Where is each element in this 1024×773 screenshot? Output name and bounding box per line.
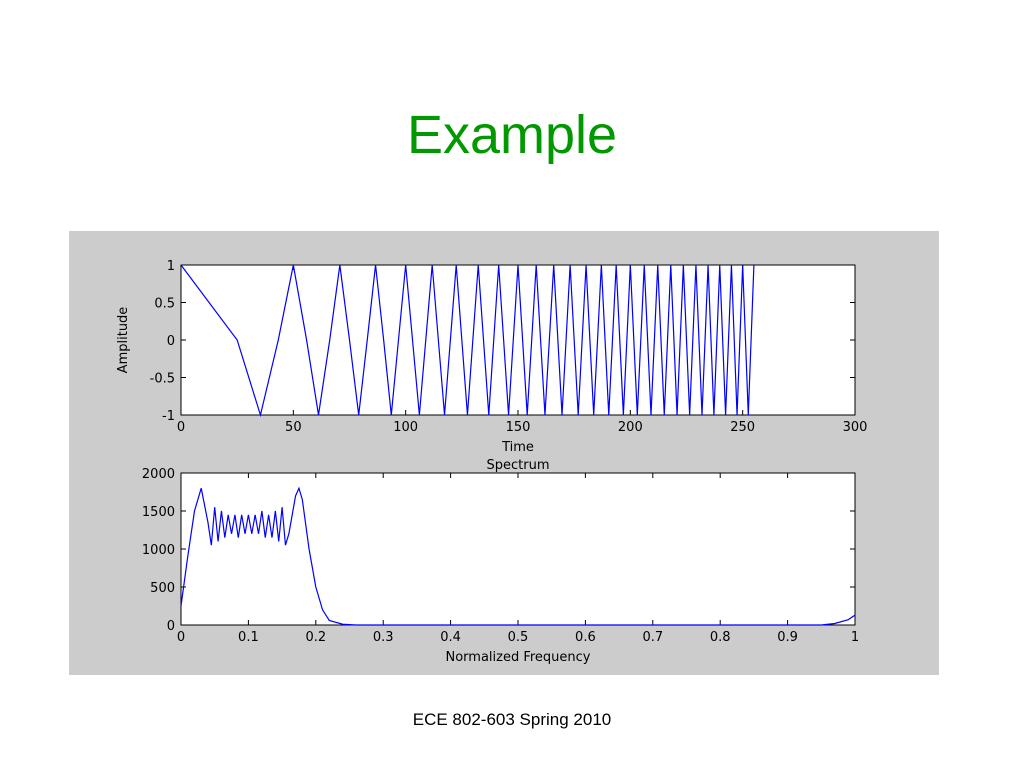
- y-tick-label: 1000: [142, 543, 175, 558]
- y-tick-label: -0.5: [150, 372, 175, 387]
- x-tick-label: 300: [843, 420, 868, 435]
- x-axis-label: Time: [501, 440, 534, 455]
- x-tick-label: 0.8: [710, 630, 731, 645]
- y-tick-label: -1: [162, 409, 175, 424]
- plot-area: [180, 472, 856, 626]
- x-tick-label: 0.6: [575, 630, 596, 645]
- x-tick-label: 150: [506, 420, 531, 435]
- y-tick-label: 500: [150, 581, 175, 596]
- x-tick-label: 1: [851, 630, 859, 645]
- x-tick-label: 0.7: [642, 630, 663, 645]
- y-tick-label: 2000: [142, 467, 175, 482]
- y-tick-label: 1: [167, 259, 175, 274]
- slide-title: Example: [407, 105, 617, 165]
- y-tick-label: 0: [167, 334, 175, 349]
- x-tick-label: 0.2: [305, 630, 326, 645]
- signal-line: [180, 264, 755, 418]
- plot-area: [180, 264, 856, 416]
- signal-line: [180, 486, 856, 626]
- x-tick-label: 0.4: [440, 630, 461, 645]
- footer: ECE 802-603 Spring 2010: [413, 710, 611, 729]
- axes-title: Spectrum: [487, 458, 550, 473]
- x-tick-label: 0: [177, 420, 185, 435]
- x-tick-label: 0: [177, 630, 185, 645]
- y-tick-label: 0: [167, 619, 175, 634]
- x-tick-label: 0.3: [373, 630, 394, 645]
- x-tick-label: 250: [730, 420, 755, 435]
- y-tick-label: 1500: [142, 505, 175, 520]
- y-axis-label: Amplitude: [116, 307, 131, 374]
- x-tick-label: 0.9: [777, 630, 798, 645]
- y-tick-label: 0.5: [154, 297, 175, 312]
- x-tick-label: 0.5: [508, 630, 529, 645]
- x-tick-label: 0.1: [238, 630, 259, 645]
- x-tick-label: 50: [285, 420, 302, 435]
- x-axis-label: Normalized Frequency: [445, 650, 590, 665]
- x-tick-label: 200: [618, 420, 643, 435]
- x-tick-label: 100: [393, 420, 418, 435]
